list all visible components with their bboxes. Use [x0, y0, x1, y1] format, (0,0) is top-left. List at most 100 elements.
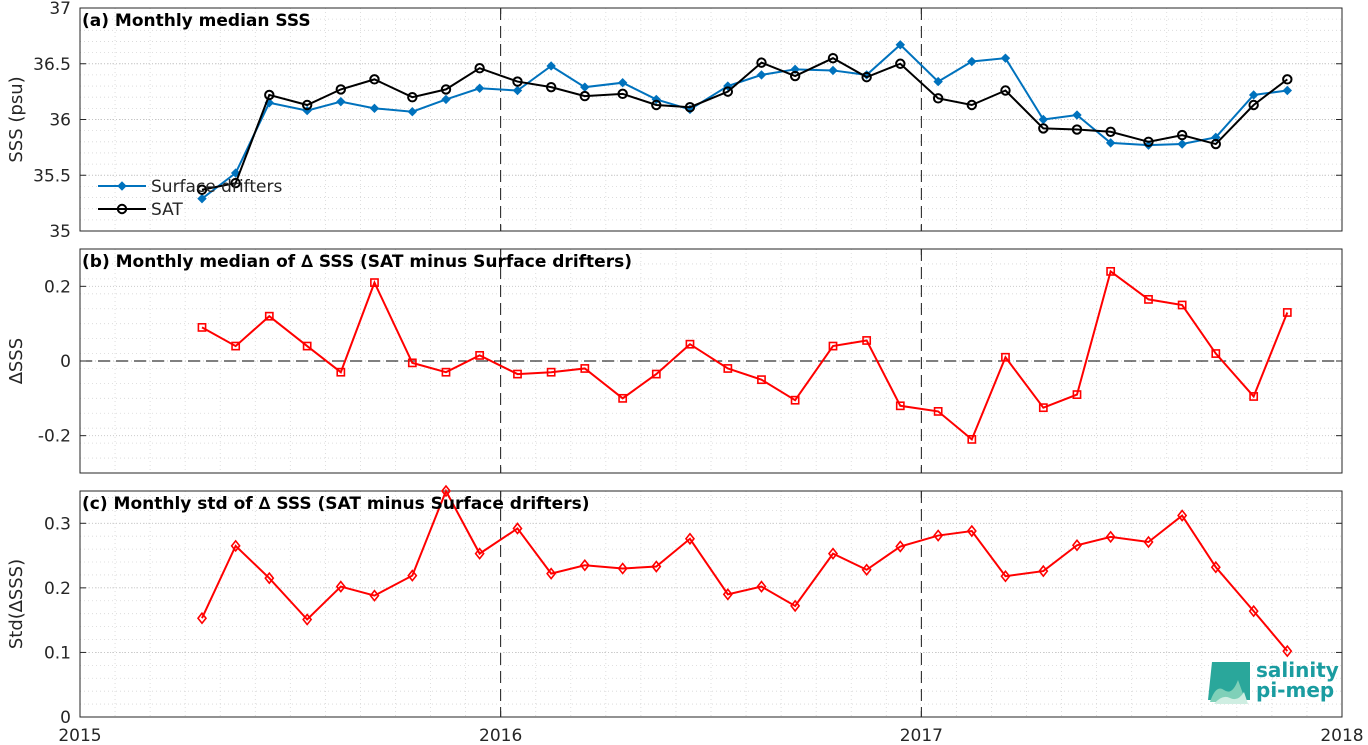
data-point: [230, 177, 241, 189]
data-point: [407, 358, 417, 368]
data-point: [301, 99, 313, 111]
panel-title: (a) Monthly median SSS: [82, 11, 311, 31]
data-point: [1177, 300, 1187, 310]
logo-line1: salinity: [1256, 658, 1339, 682]
data-point: [617, 562, 628, 575]
data-point: [230, 539, 241, 553]
data-point: [1248, 604, 1259, 618]
legend-label: Surface drifters: [151, 177, 282, 197]
data-point: [757, 375, 766, 385]
data-point: [1105, 530, 1116, 544]
data-point: [196, 611, 208, 625]
data-point: [895, 401, 905, 411]
data-point: [1105, 126, 1116, 137]
logo-waves-icon: [1208, 662, 1250, 704]
chart-panels: 35 35.5 36 36.5 37 SSS (psu) (a) Monthly media…: [6, 0, 1364, 745]
data-point: [933, 76, 943, 87]
series-line: [201, 488, 1289, 652]
data-point: [1210, 138, 1222, 150]
y-tick-label: 0.3: [44, 514, 71, 534]
chart-panel-2: -0.2 0 0.2 ∆SSS (b) Monthly median of ∆ SSS …: [6, 248, 1343, 474]
data-point: [756, 580, 767, 593]
data-point: [1072, 390, 1082, 399]
y-tick-label: 35.5: [33, 166, 71, 186]
data-point: [1211, 349, 1221, 358]
data-point: [1176, 129, 1188, 141]
data-point: [967, 434, 977, 444]
data-point: [196, 184, 208, 195]
data-point: [618, 393, 628, 403]
x-tick-label: 2017: [900, 726, 943, 745]
data-point: [1071, 538, 1083, 552]
data-point: [756, 57, 767, 68]
data-point: [684, 532, 695, 546]
data-point: [546, 567, 557, 580]
y-tick-label: 35: [49, 222, 71, 242]
data-point: [440, 84, 452, 95]
data-point: [336, 367, 346, 377]
y-tick-label: 37: [49, 0, 71, 19]
data-point: [862, 336, 872, 345]
y-tick-label: 0.2: [44, 579, 71, 599]
y-tick-label: 0.1: [44, 643, 71, 663]
data-point: [579, 90, 590, 102]
y-axis-label: Std(∆SSS): [6, 559, 27, 649]
data-point: [651, 369, 661, 379]
data-point: [197, 193, 207, 204]
series-1: [196, 484, 1293, 658]
data-point: [895, 40, 906, 50]
data-point: [441, 367, 451, 377]
data-point: [685, 339, 695, 349]
series-line: [201, 269, 1289, 442]
data-point: [933, 406, 943, 416]
data-point: [966, 99, 978, 111]
data-point: [512, 76, 523, 87]
data-point: [264, 571, 275, 585]
data-point: [651, 560, 662, 573]
data-point: [790, 395, 800, 405]
data-point: [756, 70, 767, 80]
legend: Surface drifters SAT: [98, 177, 282, 220]
x-tick-label: 2016: [479, 726, 522, 745]
plot-frame: [79, 490, 1343, 718]
series-line: [201, 57, 1288, 191]
data-point: [231, 341, 241, 351]
data-point: [474, 63, 485, 74]
data-point: [264, 311, 274, 321]
data-point: [1210, 560, 1221, 574]
data-point: [407, 92, 418, 103]
data-point: [335, 580, 346, 593]
y-tick-label: 0.2: [44, 277, 71, 297]
data-point: [1143, 535, 1154, 549]
data-point: [370, 278, 379, 287]
data-point: [369, 74, 380, 85]
data-point: [789, 70, 801, 82]
data-point: [369, 589, 380, 602]
data-point: [617, 88, 628, 100]
data-point: [1000, 85, 1011, 96]
y-tick-label: 36.5: [33, 55, 71, 75]
x-tick-label: 2018: [1320, 726, 1363, 745]
data-point: [1282, 308, 1292, 317]
y-axis-label: SSS (psu): [6, 76, 27, 162]
data-point: [722, 86, 734, 97]
data-point: [546, 367, 556, 377]
data-point: [790, 599, 801, 613]
data-point: [545, 81, 557, 93]
data-point: [1248, 90, 1259, 100]
data-point: [407, 106, 418, 117]
data-point: [1038, 564, 1049, 578]
data-point: [967, 56, 977, 67]
data-point: [1038, 123, 1049, 134]
y-tick-label: -0.2: [38, 427, 71, 447]
data-point: [1105, 138, 1116, 148]
legend-marker: [116, 203, 128, 215]
data-point: [264, 89, 275, 101]
x-tick-label: 2015: [58, 726, 101, 745]
data-point: [513, 369, 522, 379]
data-point: [230, 168, 241, 178]
data-point: [546, 61, 556, 71]
series-1: [197, 266, 1292, 444]
data-point: [1072, 110, 1082, 120]
